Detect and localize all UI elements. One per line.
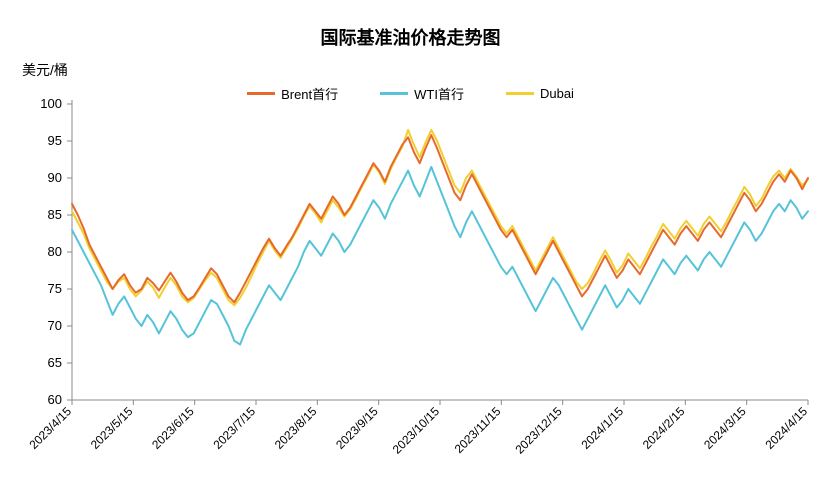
x-tick-label: 2023/6/15 — [149, 404, 197, 452]
y-tick-label: 70 — [48, 318, 62, 333]
series-line-wti — [72, 167, 808, 345]
x-tick-label: 2023/10/15 — [390, 404, 443, 457]
series-line-brent — [72, 135, 808, 302]
y-tick-label: 75 — [48, 281, 62, 296]
y-tick-label: 90 — [48, 170, 62, 185]
x-tick-label: 2023/5/15 — [88, 404, 136, 452]
y-tick-label: 100 — [40, 96, 62, 111]
x-tick-label: 2023/4/15 — [26, 404, 74, 452]
plot-svg: 60 65 70 75 80 85 90 95 100 2023/4/15 2023/5/15 202… — [0, 0, 821, 500]
y-tick-label: 95 — [48, 133, 62, 148]
x-tick-label: 2024/4/15 — [762, 404, 810, 452]
y-tick-label: 85 — [48, 207, 62, 222]
x-tick-label: 2023/7/15 — [210, 404, 258, 452]
y-tick-label: 65 — [48, 355, 62, 370]
x-tick-label: 2024/3/15 — [701, 404, 749, 452]
x-tick-label: 2023/8/15 — [272, 404, 320, 452]
x-tick-label: 2023/11/15 — [452, 404, 504, 456]
y-tick-label: 80 — [48, 244, 62, 259]
x-tick-label: 2024/2/15 — [640, 404, 688, 452]
x-tick-label: 2023/12/15 — [512, 404, 565, 457]
y-tick-label: 60 — [48, 392, 62, 407]
x-tick-label: 2023/9/15 — [333, 404, 381, 452]
chart-container: 国际基准油价格走势图 美元/桶 Brent首行 WTI首行 Dubai 6065… — [0, 0, 821, 500]
x-tick-label: 2024/1/15 — [578, 404, 626, 452]
